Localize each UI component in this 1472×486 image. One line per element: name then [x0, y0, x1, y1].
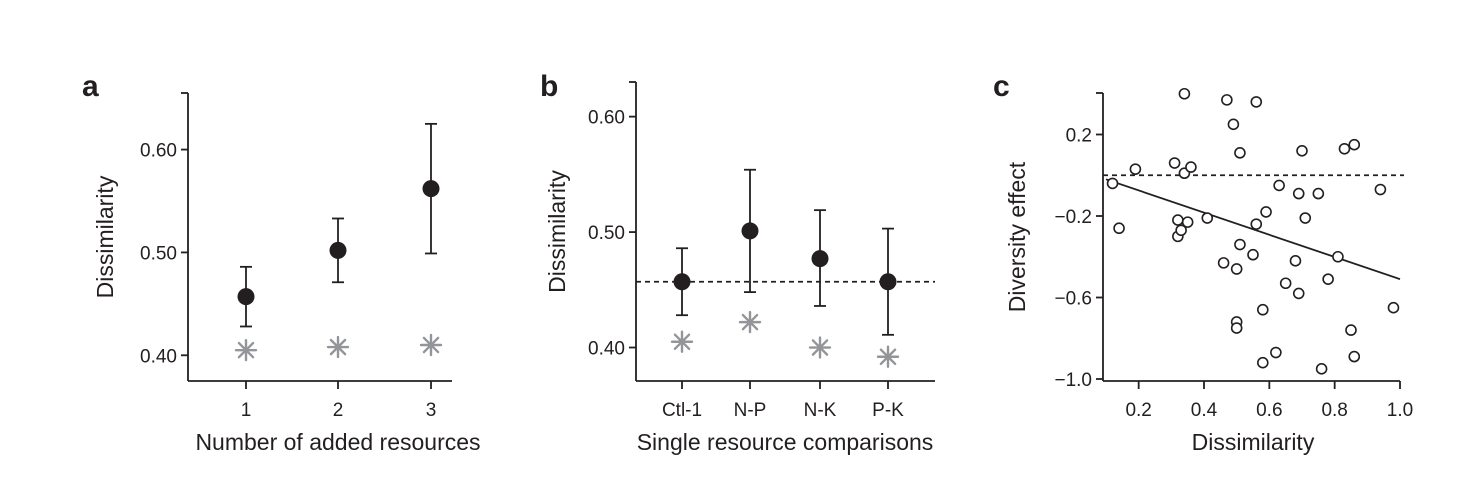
x-axis-title: Dissimilarity — [1192, 429, 1315, 455]
data-point — [1175, 224, 1187, 237]
null-marker-stroke — [237, 341, 255, 359]
data-point — [1315, 363, 1328, 375]
data-point — [1345, 324, 1357, 336]
regression-line — [1105, 178, 1401, 281]
null-marker-stroke — [329, 338, 347, 356]
null-marker — [234, 338, 258, 362]
panel-b: b 0.40 0.50 0.60 Ctl-1 N-P N-K P-K Single resour… — [540, 70, 935, 455]
data-point — [1221, 94, 1233, 106]
data-point — [1260, 206, 1272, 218]
data-point — [1113, 222, 1125, 235]
null-marker-stroke — [811, 339, 829, 356]
y-tick-label: 0.2 — [1066, 126, 1092, 147]
panel-letter: c — [993, 70, 1010, 103]
x-tick-label: 2 — [333, 400, 344, 421]
data-point — [1338, 142, 1351, 155]
data-point — [1279, 277, 1292, 290]
data-point — [1332, 250, 1344, 263]
null-marker — [738, 310, 762, 334]
y-tick-label: 0.40 — [140, 346, 177, 367]
x-tick-label: 1 — [241, 400, 252, 421]
data-point — [1129, 163, 1142, 175]
mean-point — [741, 222, 759, 240]
data-point — [1348, 138, 1361, 151]
x-axis-title: Number of added resources — [195, 429, 480, 455]
x-axis-title: Single resource comparisons — [637, 429, 934, 455]
y-tick-label: −0.2 — [1054, 207, 1092, 228]
mean-point — [422, 180, 440, 198]
data-point — [1296, 145, 1308, 157]
data-point — [1201, 212, 1214, 224]
null-marker — [419, 333, 443, 357]
x-tick-label: 3 — [426, 400, 437, 421]
data-point — [1234, 238, 1246, 251]
data-point — [1250, 96, 1263, 108]
data-point — [1106, 177, 1119, 190]
data-point — [1247, 248, 1259, 261]
x-tick-label: 0.2 — [1125, 400, 1151, 421]
y-axis-title: Diversity effect — [1004, 161, 1030, 312]
data-point — [1292, 287, 1305, 300]
null-marker-stroke — [422, 336, 440, 354]
data-point — [1387, 301, 1400, 314]
x-tick-label: N-P — [734, 400, 767, 421]
data-point — [1257, 303, 1269, 316]
data-point — [1312, 187, 1325, 200]
null-marker — [876, 345, 900, 368]
x-tick-label: 0.8 — [1321, 400, 1347, 421]
y-tick-label: 0.50 — [140, 243, 177, 264]
y-axis-title: Dissimilarity — [544, 170, 570, 293]
mean-point — [237, 288, 255, 306]
data-point — [1292, 187, 1305, 200]
data-point — [1234, 147, 1246, 159]
x-tick-label: Ctl-1 — [662, 400, 702, 421]
mean-point — [329, 241, 347, 259]
data-point — [1348, 350, 1361, 363]
null-marker — [808, 336, 832, 359]
null-marker-stroke — [741, 313, 759, 331]
data-point — [1257, 356, 1269, 369]
data-point — [1374, 183, 1387, 196]
mean-point — [879, 273, 897, 291]
data-point — [1217, 257, 1230, 269]
null-marker-stroke — [879, 348, 897, 366]
panel-letter: b — [540, 70, 558, 103]
data-point — [1181, 216, 1194, 228]
data-point — [1322, 273, 1334, 285]
y-tick-label: 0.40 — [588, 339, 625, 360]
data-point — [1172, 214, 1184, 226]
x-tick-label: 0.6 — [1256, 400, 1282, 421]
null-marker — [326, 335, 350, 359]
x-tick-label: 0.4 — [1191, 400, 1218, 421]
x-tick-label: N-K — [804, 400, 837, 421]
x-tick-label: P-K — [872, 400, 904, 421]
data-point — [1299, 212, 1312, 224]
data-point — [1178, 87, 1191, 100]
panel-a: a 0.40 0.50 0.60 1 2 3 Number of added resource… — [82, 70, 481, 455]
y-tick-label: 0.60 — [140, 141, 177, 162]
panel-letter: a — [82, 70, 99, 103]
x-tick-label: 1.0 — [1387, 400, 1413, 421]
null-marker-stroke — [673, 333, 691, 351]
data-point — [1227, 118, 1240, 131]
null-marker — [670, 330, 694, 353]
y-tick-label: 0.50 — [588, 223, 625, 244]
mean-point — [811, 250, 829, 268]
data-point — [1230, 322, 1243, 334]
data-point — [1250, 218, 1263, 230]
data-point — [1168, 157, 1181, 169]
y-axis-title: Dissimilarity — [92, 175, 118, 298]
y-tick-label: −0.6 — [1054, 289, 1092, 310]
data-point — [1185, 161, 1197, 173]
mean-point — [673, 273, 691, 291]
y-tick-label: 0.60 — [588, 108, 625, 129]
data-point — [1270, 346, 1282, 359]
panel-c: c 0.2 −0.2 −0.6 −1.0 0.2 0.4 0.6 0.8 1.0 Dissimila… — [993, 70, 1413, 455]
data-point — [1230, 263, 1243, 275]
y-tick-label: −1.0 — [1054, 370, 1092, 391]
data-point — [1289, 255, 1302, 267]
data-point — [1273, 179, 1285, 192]
